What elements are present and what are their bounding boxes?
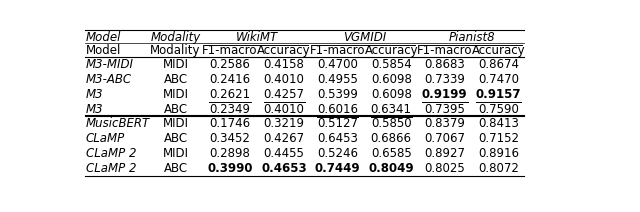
Text: CLaMP: CLaMP: [86, 132, 125, 145]
Text: 0.9199: 0.9199: [422, 88, 468, 101]
Text: 0.7470: 0.7470: [478, 73, 519, 86]
Text: ABC: ABC: [163, 132, 188, 145]
Text: 0.8049: 0.8049: [369, 162, 414, 175]
Text: 0.6016: 0.6016: [317, 103, 358, 116]
Text: 0.4267: 0.4267: [264, 132, 305, 145]
Text: 0.5854: 0.5854: [371, 58, 412, 71]
Text: 0.2349: 0.2349: [209, 103, 250, 116]
Text: 0.7590: 0.7590: [478, 103, 519, 116]
Text: 0.3990: 0.3990: [207, 162, 253, 175]
Text: 0.6453: 0.6453: [317, 132, 358, 145]
Text: 0.6866: 0.6866: [371, 132, 412, 145]
Text: ABC: ABC: [163, 103, 188, 116]
Text: Pianist8: Pianist8: [448, 31, 495, 43]
Text: F1-macro: F1-macro: [202, 44, 258, 57]
Text: M3: M3: [86, 88, 104, 101]
Text: ABC: ABC: [163, 73, 188, 86]
Text: Model: Model: [86, 31, 122, 43]
Text: 0.2898: 0.2898: [210, 147, 250, 160]
Text: VGMIDI: VGMIDI: [343, 31, 386, 43]
Text: 0.4455: 0.4455: [264, 147, 305, 160]
Text: 0.3219: 0.3219: [264, 117, 305, 130]
Text: Accuracy: Accuracy: [472, 44, 525, 57]
Text: F1-macro: F1-macro: [310, 44, 365, 57]
Text: 0.6341: 0.6341: [371, 103, 412, 116]
Text: 0.4653: 0.4653: [261, 162, 307, 175]
Text: 0.5246: 0.5246: [317, 147, 358, 160]
Text: 0.6098: 0.6098: [371, 73, 412, 86]
Text: 0.8674: 0.8674: [478, 58, 519, 71]
Text: 0.4158: 0.4158: [264, 58, 305, 71]
Text: 0.4700: 0.4700: [317, 58, 358, 71]
Text: 0.2416: 0.2416: [209, 73, 251, 86]
Text: MIDI: MIDI: [163, 117, 189, 130]
Text: 0.9157: 0.9157: [476, 88, 521, 101]
Text: 0.4010: 0.4010: [264, 103, 305, 116]
Text: 0.7449: 0.7449: [315, 162, 360, 175]
Text: ABC: ABC: [163, 162, 188, 175]
Text: 0.6098: 0.6098: [371, 88, 412, 101]
Text: M3-ABC: M3-ABC: [86, 73, 132, 86]
Text: 0.7152: 0.7152: [478, 132, 519, 145]
Text: MusicBERT: MusicBERT: [86, 117, 150, 130]
Text: Modality: Modality: [150, 31, 200, 43]
Text: CLaMP 2: CLaMP 2: [86, 162, 136, 175]
Text: MIDI: MIDI: [163, 58, 189, 71]
Text: WikiMT: WikiMT: [236, 31, 278, 43]
Text: 0.8683: 0.8683: [424, 58, 465, 71]
Text: 0.7395: 0.7395: [424, 103, 465, 116]
Text: 0.7339: 0.7339: [424, 73, 465, 86]
Text: 0.2621: 0.2621: [209, 88, 251, 101]
Text: 0.2586: 0.2586: [210, 58, 250, 71]
Text: 0.5127: 0.5127: [317, 117, 358, 130]
Text: 0.5850: 0.5850: [371, 117, 412, 130]
Text: 0.8072: 0.8072: [478, 162, 519, 175]
Text: M3: M3: [86, 103, 104, 116]
Text: 0.3452: 0.3452: [210, 132, 250, 145]
Text: M3-MIDI: M3-MIDI: [86, 58, 134, 71]
Text: 0.8916: 0.8916: [478, 147, 519, 160]
Text: 0.8379: 0.8379: [424, 117, 465, 130]
Text: F1-macro: F1-macro: [417, 44, 472, 57]
Text: MIDI: MIDI: [163, 88, 189, 101]
Text: 0.1746: 0.1746: [209, 117, 251, 130]
Text: MIDI: MIDI: [163, 147, 189, 160]
Text: 0.4257: 0.4257: [264, 88, 305, 101]
Text: 0.4010: 0.4010: [264, 73, 305, 86]
Text: 0.6585: 0.6585: [371, 147, 412, 160]
Text: 0.8927: 0.8927: [424, 147, 465, 160]
Text: Model: Model: [86, 44, 122, 57]
Text: Modality: Modality: [150, 44, 201, 57]
Text: 0.8025: 0.8025: [424, 162, 465, 175]
Text: CLaMP 2: CLaMP 2: [86, 147, 136, 160]
Text: 0.7067: 0.7067: [424, 132, 465, 145]
Text: 0.5399: 0.5399: [317, 88, 358, 101]
Text: Accuracy: Accuracy: [257, 44, 311, 57]
Text: 0.8413: 0.8413: [478, 117, 519, 130]
Text: Accuracy: Accuracy: [364, 44, 418, 57]
Text: 0.4955: 0.4955: [317, 73, 358, 86]
